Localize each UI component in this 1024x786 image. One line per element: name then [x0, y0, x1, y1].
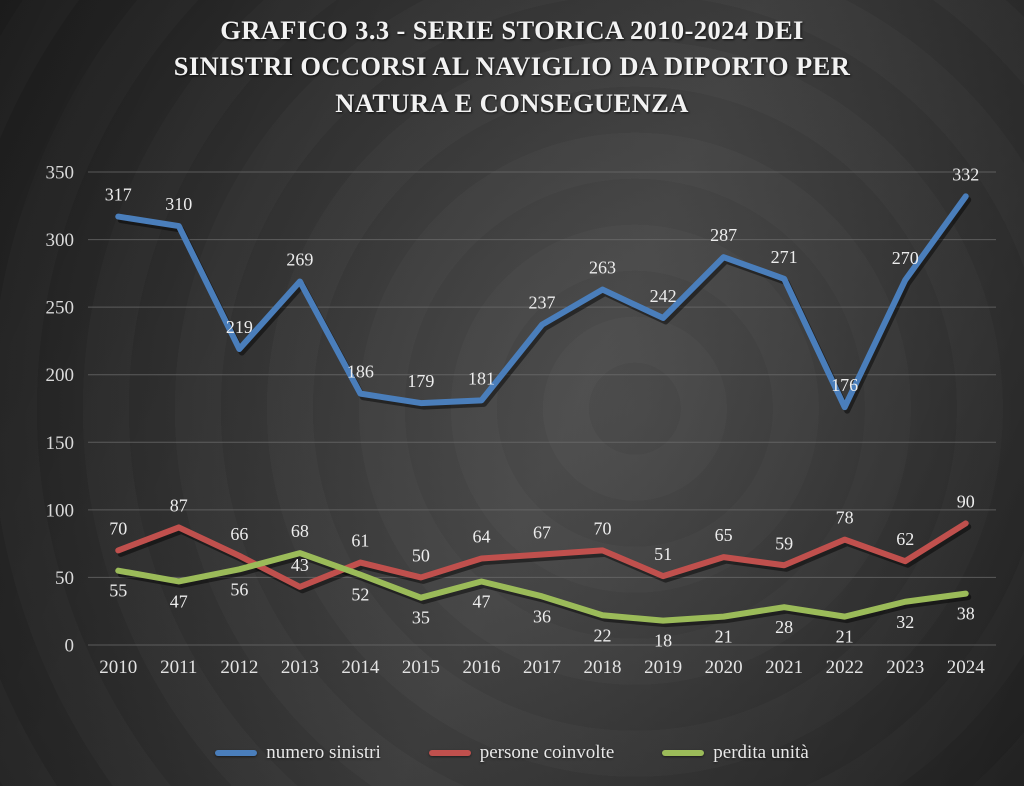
data-label: 61	[351, 531, 369, 551]
legend-item-label: numero sinistri	[266, 742, 381, 763]
data-label: 21	[836, 627, 854, 647]
data-label: 78	[836, 508, 854, 528]
y-axis-tick-label: 350	[46, 163, 75, 184]
data-label: 219	[226, 317, 253, 337]
x-axis-tick-label: 2019	[644, 657, 682, 678]
x-axis-tick-label: 2012	[220, 657, 258, 678]
x-axis-tick-label: 2018	[584, 657, 622, 678]
y-axis-tick-label: 150	[46, 433, 75, 454]
legend-swatch-icon	[428, 750, 471, 756]
data-label: 263	[589, 258, 616, 278]
series-line-numero-sinistri[interactable]	[115, 193, 969, 411]
data-label: 332	[952, 164, 979, 184]
data-label: 56	[230, 579, 248, 599]
legend-item[interactable]: numero sinistri	[215, 742, 381, 764]
data-label: 70	[109, 518, 127, 538]
x-axis-tick-label: 2015	[402, 657, 440, 678]
data-label: 32	[896, 612, 914, 632]
legend-item-label: perdita unità	[713, 742, 809, 763]
data-label: 287	[710, 225, 737, 245]
data-label: 310	[165, 194, 192, 214]
data-label: 181	[468, 368, 495, 388]
data-label: 28	[775, 617, 793, 637]
x-axis-tick-label: 2021	[765, 657, 803, 678]
x-axis-tick-label: 2023	[886, 657, 924, 678]
data-label: 269	[286, 249, 313, 269]
y-axis-tick-label: 0	[65, 636, 75, 657]
x-axis-tick-label: 2011	[160, 657, 197, 678]
plot-area: 0 50 100 150 200 250 300 350 2010 2011 2012 2013 201…	[46, 163, 996, 678]
data-label: 270	[892, 248, 919, 268]
data-label: 21	[715, 627, 733, 647]
data-label: 317	[105, 185, 132, 205]
y-axis-tick-label: 100	[46, 500, 75, 521]
data-label: 237	[529, 293, 556, 313]
x-axis-tick-label: 2022	[826, 657, 864, 678]
data-label: 66	[230, 524, 248, 544]
data-label: 90	[957, 491, 975, 511]
data-label: 50	[412, 545, 430, 565]
data-label: 176	[831, 375, 858, 395]
data-label: 22	[594, 625, 612, 645]
x-axis-tick-label: 2014	[341, 657, 380, 678]
data-label: 47	[170, 591, 188, 611]
x-axis-tick-label: 2017	[523, 657, 561, 678]
y-axis-tick-label: 300	[46, 230, 75, 251]
series-line-perdita-unità[interactable]	[115, 550, 969, 624]
data-label: 70	[594, 518, 612, 538]
data-label: 47	[472, 591, 490, 611]
x-axis-tick-label: 2024	[947, 657, 986, 678]
data-label: 52	[351, 585, 369, 605]
x-axis-tick-label: 2020	[705, 657, 743, 678]
y-axis-tick-label: 250	[46, 298, 75, 319]
data-label: 242	[650, 286, 677, 306]
y-axis-tick-label: 200	[46, 365, 75, 386]
legend-item[interactable]: perdita unità	[662, 742, 809, 764]
x-axis-tick-label: 2010	[99, 657, 137, 678]
legend-item-label: persone coinvolte	[479, 742, 615, 763]
y-axis-tick-label: 50	[55, 568, 74, 589]
data-label: 64	[472, 527, 490, 547]
data-label: 67	[533, 522, 551, 542]
x-axis-tick-label: 2013	[281, 657, 319, 678]
data-label: 43	[291, 555, 309, 575]
legend-item[interactable]: persone coinvolte	[428, 742, 615, 764]
legend-swatch-icon	[215, 750, 258, 756]
x-axis-tick-label: 2016	[462, 657, 500, 678]
data-label: 65	[715, 525, 733, 545]
data-label: 59	[775, 533, 793, 553]
data-label: 18	[654, 631, 672, 651]
data-label: 87	[170, 495, 188, 515]
data-label: 179	[407, 371, 434, 391]
data-label: 68	[291, 521, 309, 541]
chart-title: GRAFICO 3.3 - SERIE STORICA 2010-2024 DE…	[173, 15, 851, 118]
data-label: 35	[412, 608, 430, 628]
data-label: 38	[957, 604, 975, 624]
data-label: 36	[533, 606, 551, 626]
chart-legend: numero sinistri persone coinvolte perdita …	[0, 742, 1024, 764]
data-label: 51	[654, 544, 672, 564]
legend-swatch-icon	[662, 750, 705, 756]
data-label: 271	[771, 247, 798, 267]
data-label: 186	[347, 362, 374, 382]
data-label: 55	[109, 581, 127, 601]
data-label: 62	[896, 529, 914, 549]
